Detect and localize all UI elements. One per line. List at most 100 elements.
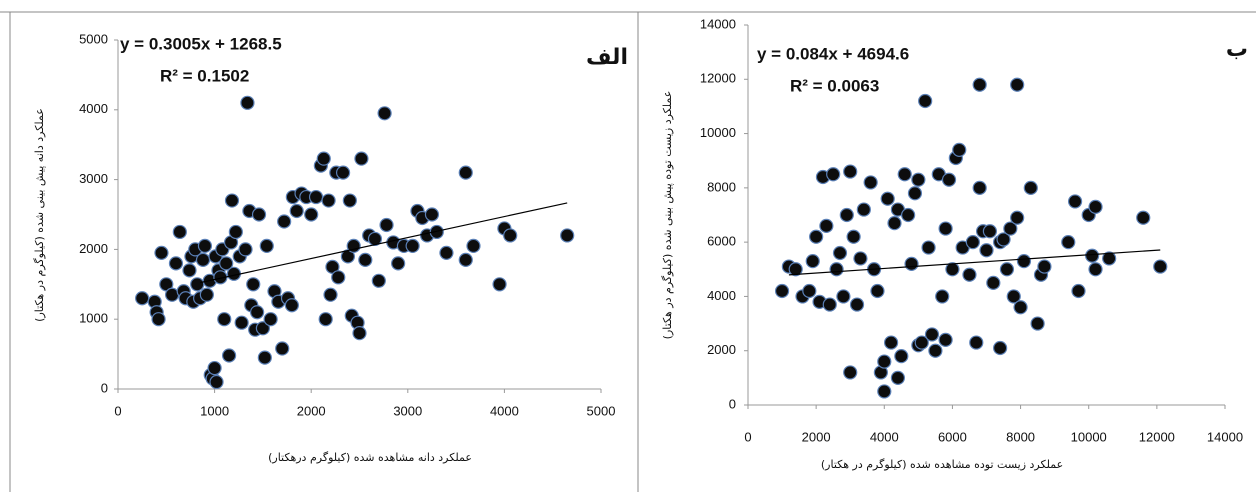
y-tick-label: 14000	[700, 16, 736, 31]
data-point	[1016, 254, 1032, 269]
data-point	[1067, 194, 1083, 209]
x-tick-label: 2000	[802, 429, 831, 444]
y-tick-label: 12000	[700, 71, 736, 86]
data-point	[221, 348, 237, 363]
data-point	[250, 305, 265, 320]
data-point	[914, 335, 929, 350]
data-point	[1003, 221, 1018, 236]
data-point	[918, 93, 933, 109]
data-point	[1088, 199, 1103, 214]
r-squared: R² = 0.1502	[160, 66, 249, 85]
data-point	[1006, 289, 1021, 304]
data-point	[263, 312, 278, 327]
y-tick-label: 1000	[79, 311, 108, 326]
y-tick-label: 4000	[707, 288, 736, 303]
data-point	[846, 229, 861, 244]
y-tick-label: 3000	[79, 171, 108, 186]
data-point	[996, 232, 1011, 247]
data-point	[901, 207, 916, 223]
data-point	[802, 283, 817, 299]
data-point	[887, 216, 902, 231]
data-point	[972, 180, 987, 195]
x-tick-label: 4000	[490, 403, 519, 418]
data-point	[1030, 316, 1045, 331]
x-tick-label: 1000	[200, 403, 229, 418]
data-point	[870, 283, 885, 299]
data-point	[492, 277, 507, 292]
data-point	[342, 193, 357, 208]
data-point	[809, 229, 824, 244]
data-point	[986, 275, 1001, 290]
data-point	[832, 245, 848, 261]
data-point	[805, 254, 820, 269]
data-point	[880, 191, 895, 206]
data-point	[352, 326, 367, 341]
data-point	[228, 224, 243, 240]
y-axis-label: عملکرد دانه پیش بینی شده (کیلوگرم در هکت…	[33, 108, 46, 322]
data-point	[843, 365, 858, 380]
data-point	[135, 291, 150, 306]
data-point	[424, 207, 440, 222]
data-point	[318, 312, 333, 327]
data-point	[289, 203, 304, 219]
data-point	[938, 332, 953, 347]
x-tick-label: 10000	[1071, 429, 1107, 444]
y-tick-label: 8000	[707, 179, 736, 194]
data-point	[993, 340, 1008, 356]
data-point	[856, 202, 871, 217]
data-point	[863, 175, 878, 190]
data-point	[1071, 283, 1086, 299]
data-point	[391, 256, 406, 271]
data-point	[560, 228, 575, 243]
data-point	[154, 245, 169, 260]
r-squared: R² = 0.0063	[790, 76, 879, 95]
x-tick-label: 3000	[393, 403, 422, 418]
data-point	[1153, 259, 1168, 274]
data-point	[259, 238, 274, 254]
data-point	[190, 277, 205, 292]
data-point	[962, 267, 977, 282]
data-point	[466, 238, 481, 254]
data-point	[197, 238, 213, 254]
data-point	[921, 240, 936, 255]
data-point	[1136, 210, 1151, 225]
data-point	[240, 95, 255, 110]
data-point	[822, 297, 837, 312]
data-point	[1010, 210, 1025, 225]
data-point	[358, 252, 373, 267]
data-point	[503, 228, 518, 243]
y-tick-label: 0	[101, 380, 108, 395]
x-tick-label: 2000	[297, 403, 326, 418]
data-point	[377, 106, 392, 121]
data-point	[164, 287, 180, 302]
data-point	[316, 151, 331, 166]
data-point	[234, 315, 249, 330]
data-point	[354, 151, 369, 166]
y-tick-label: 2000	[79, 241, 108, 256]
data-point	[304, 207, 319, 222]
data-point	[849, 297, 865, 312]
trendline	[788, 249, 1161, 276]
data-point	[275, 341, 290, 356]
data-point	[257, 350, 272, 365]
data-point	[207, 360, 222, 376]
data-point	[839, 207, 854, 223]
data-point	[1088, 262, 1103, 277]
y-tick-label: 4000	[79, 101, 108, 116]
data-point	[209, 374, 224, 390]
data-point	[371, 273, 386, 288]
data-point	[826, 167, 841, 182]
data-point	[151, 312, 166, 327]
data-point	[199, 287, 214, 302]
x-tick-label: 0	[744, 429, 751, 444]
data-point	[439, 245, 454, 260]
data-point	[788, 262, 803, 277]
data-point	[405, 238, 420, 254]
data-point	[1010, 77, 1025, 92]
data-point	[972, 77, 987, 92]
data-point	[458, 252, 473, 267]
data-point	[321, 193, 336, 208]
data-point	[829, 262, 844, 277]
data-point	[774, 283, 790, 299]
